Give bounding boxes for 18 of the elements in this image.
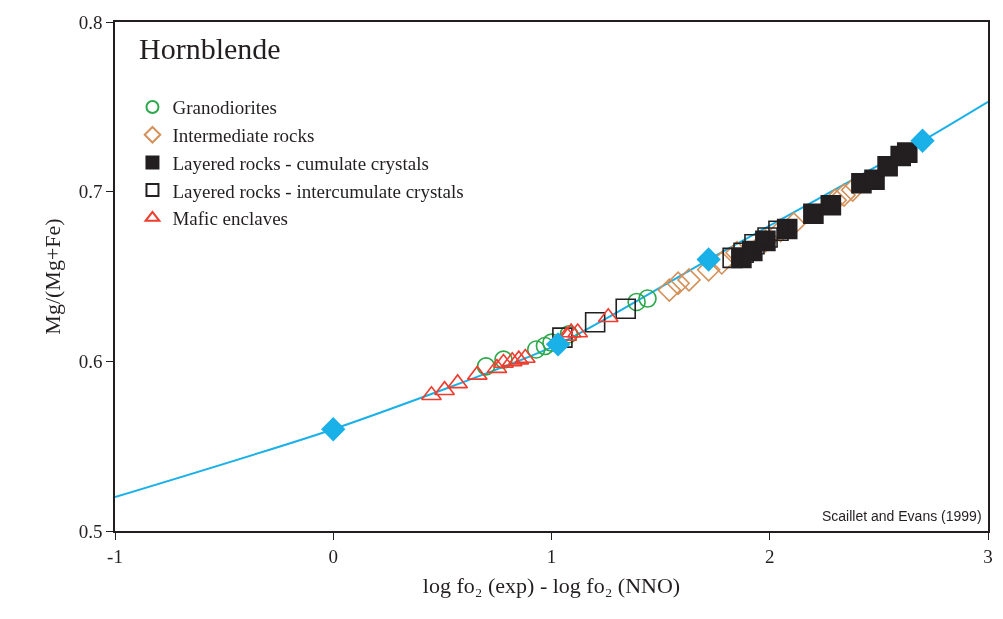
legend-label: Layered rocks - intercumulate crystals [172,180,464,202]
x-tick-label: 1 [546,545,557,567]
x-tick-label: 2 [765,545,775,567]
y-tick-label: 0.8 [78,11,103,33]
x-tick-label: 3 [983,545,993,567]
y-axis-title: Mg/(Mg+Fe) [40,218,65,335]
y-tick-label: 0.5 [78,520,103,542]
chart-title: Hornblende [139,32,281,65]
x-tick-label: 0 [328,545,338,567]
y-tick-label: 0.6 [78,350,103,372]
x-tick-label: -1 [107,545,123,567]
legend-label: Granodiorites [172,97,277,119]
legend-label: Layered rocks - cumulate crystals [172,152,429,174]
y-tick-label: 0.7 [78,181,103,203]
legend-label: Mafic enclaves [172,208,288,230]
legend-label: Intermediate rocks [172,125,315,147]
annotation: Scaillet and Evans (1999) [822,508,982,524]
x-axis-title: log fo₂ (exp) - log fo₂ (NNO) [422,572,681,598]
